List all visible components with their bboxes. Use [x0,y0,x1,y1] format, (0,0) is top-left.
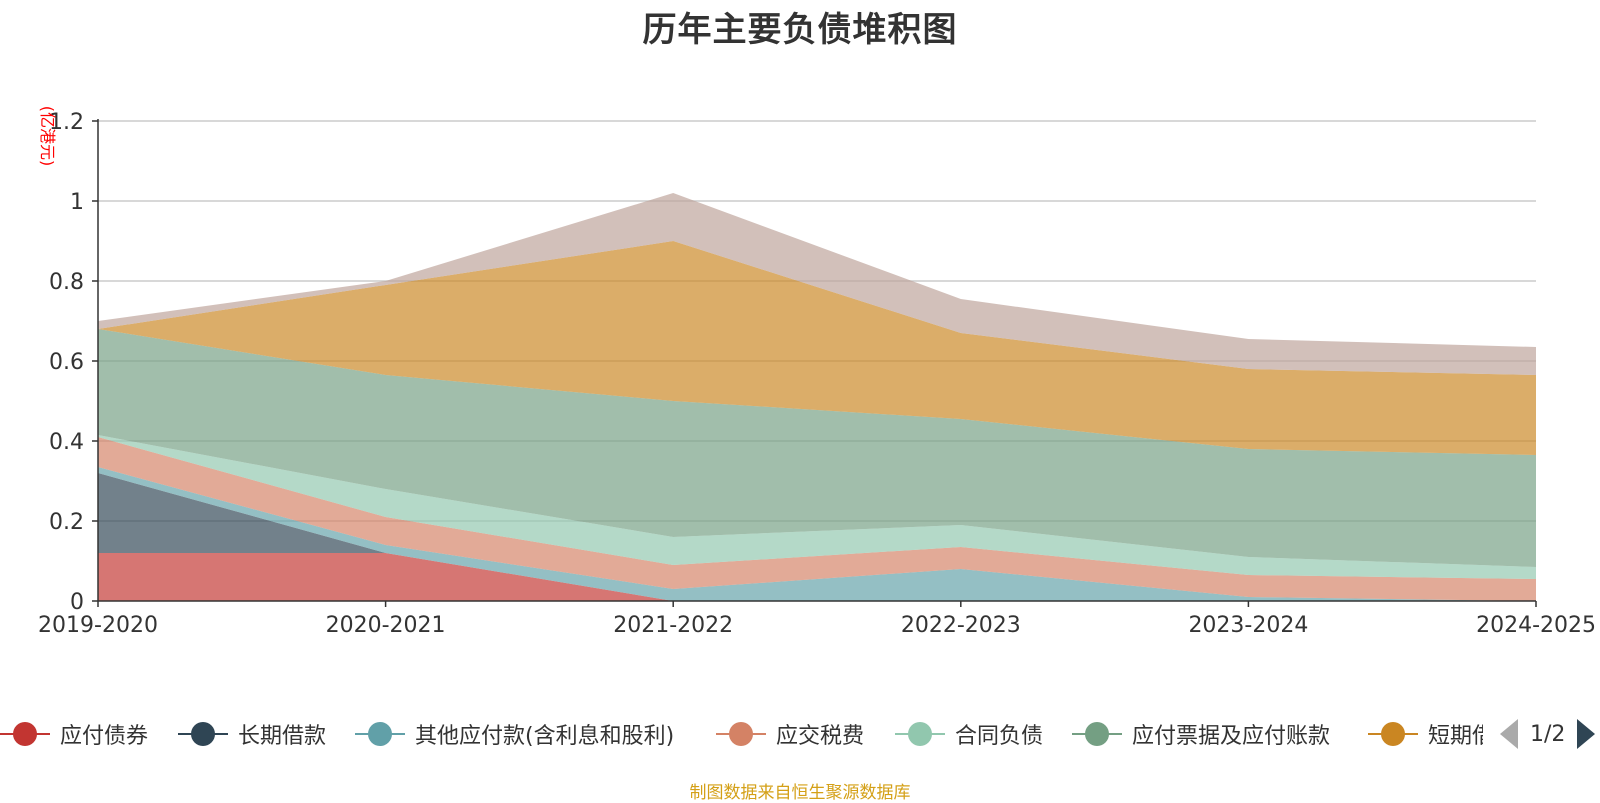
y-tick-label: 0.2 [49,510,84,535]
x-tick-label: 2020-2021 [326,613,446,638]
x-tick-label: 2019-2020 [38,613,158,638]
y-tick-label: 0 [70,590,84,615]
legend-pager: 1/2 [1500,716,1596,752]
legend-label: 长期借款 [238,724,327,749]
legend-label: 应付票据及应付账款 [1132,724,1331,749]
legend-label: 应交税费 [776,724,865,749]
chart-title: 历年主要负债堆积图 [642,10,958,50]
x-tick-label: 2024-2025 [1476,613,1596,638]
legend-item[interactable]: 应付票据及应付账款 [1072,716,1330,752]
legend-item[interactable]: 长期借款 [178,716,326,752]
legend-label: 合同负债 [955,724,1044,749]
legend-items-viewport: 应付债券 长期借款 其他应付款(含利息和股利) 应交税费 合同负债 应付票据及应付账款 短期… [0,716,1483,756]
area-series-7[interactable] [98,241,1536,455]
legend-label: 短期借款 [1428,724,1483,749]
legend-marker-icon [0,720,50,748]
legend-item[interactable]: 短期借款 [1368,716,1483,752]
legend-marker-icon [178,720,228,748]
y-tick-label: 0.8 [49,270,84,295]
legend-item[interactable]: 其他应付款(含利息和股利) [355,716,674,752]
y-tick-label: 1.2 [49,110,84,135]
y-tick-label: 0.4 [49,430,84,455]
area-series-5[interactable] [98,435,1536,579]
axes: 0 0.2 0.4 0.6 0.8 1 1.2 2019-2020 2020-2021 2021-… [38,110,1596,638]
area-series-group [98,193,1536,601]
source-note: 制图数据来自恒生聚源数据库 [689,783,911,803]
legend-next-page-icon[interactable] [1577,719,1596,749]
legend-label: 其他应付款(含利息和股利) [415,724,675,749]
legend-item[interactable]: 合同负债 [895,716,1043,752]
area-series-4[interactable] [98,437,1536,601]
legend: 应付债券 长期借款 其他应付款(含利息和股利) 应交税费 合同负债 应付票据及应付账款 短期… [0,716,1600,756]
legend-marker-icon [895,720,945,748]
y-tick-label: 0.6 [49,350,84,375]
x-tick-label: 2023-2024 [1188,613,1308,638]
legend-marker-icon [1368,720,1418,748]
legend-label: 应付债券 [60,724,149,749]
legend-item[interactable]: 应付债券 [0,716,148,752]
x-tick-label: 2022-2023 [901,613,1021,638]
y-axis-label: (亿港元) [38,106,57,167]
legend-marker-icon [355,720,405,748]
legend-page-indicator: 1/2 [1530,721,1566,747]
legend-marker-icon [1072,720,1122,748]
legend-item[interactable]: 应交税费 [716,716,864,752]
legend-marker-icon [716,720,766,748]
area-series-6[interactable] [98,329,1536,567]
area-series-8[interactable] [98,193,1536,375]
y-tick-label: 1 [70,190,84,215]
x-tick-label: 2021-2022 [613,613,733,638]
legend-prev-page-icon[interactable] [1500,719,1518,749]
